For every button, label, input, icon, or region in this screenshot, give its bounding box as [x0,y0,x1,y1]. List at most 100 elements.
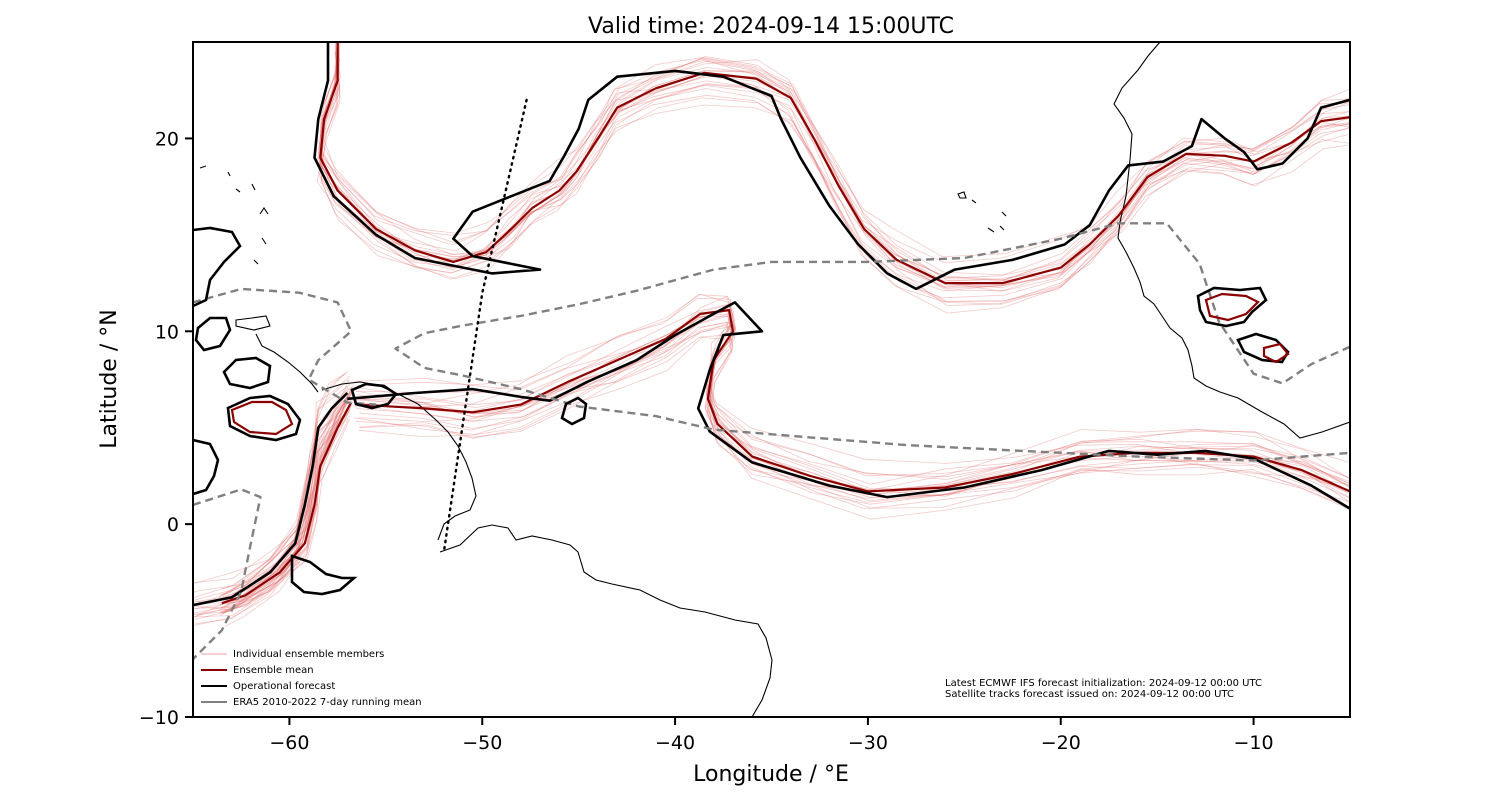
ensemble-member-line [318,42,1350,258]
ensemble-member-line [319,64,1350,292]
note-init: Latest ECMWF IFS forecast initialization… [945,678,1262,689]
ensemble-member-line [220,392,353,609]
ensemble-member-line [358,305,1348,520]
ensemble-member-line [358,304,1350,499]
ensemble-member-line [316,62,1349,305]
ensemble-member-line [316,46,1350,302]
x-tick-label: −40 [655,732,695,754]
ensemble-member-line [193,411,349,611]
contour-layer [193,42,1350,660]
x-tick-label: −20 [1041,732,1081,754]
ensemble-member-line [219,403,351,613]
ensemble-member-line [354,293,1350,496]
ensemble-member-line [354,294,1350,491]
x-tick-label: −10 [1234,732,1274,754]
y-axis-title: Latitude / °N [97,309,122,448]
y-tick-label: 20 [155,128,179,150]
legend-label-operational: Operational forecast [233,681,335,692]
ensemble-member-line [354,295,1350,509]
mean-closed-contour-guinea-2 [1262,342,1290,364]
ensemble-member-line [222,403,353,615]
ensemble-member-line [318,51,1350,303]
op-closed-contour-guyana [350,382,398,410]
ensemble-member-line [320,42,1350,281]
ensemble-member-line [321,46,1350,276]
ensemble-member-line [355,322,1350,503]
ensemble-member-line [193,375,351,601]
ensemble-member-line [219,391,352,596]
coastline-caribbean-islands [199,165,319,393]
ensemble-member-line [317,55,1350,307]
ensemble-member-line [193,379,350,603]
ensemble-member-line [355,337,1350,503]
plot-title: Valid time: 2024-09-14 15:00UTC [588,14,954,39]
x-tick-label: −50 [462,732,502,754]
ensemble-member-line [318,70,1350,288]
mean-contour-mean-north [319,42,1350,285]
climatology-contour-clim [394,222,1350,462]
ensemble-member-line [220,384,354,608]
x-tick-label: −30 [848,732,888,754]
ensemble-member-line [320,56,1349,299]
y-tick-label: 10 [155,321,179,343]
ensemble-member-line [221,379,350,596]
operational-contour-op-south [347,301,1350,510]
ensemble-member-line [321,42,1349,286]
plot-area [193,42,1350,717]
ensemble-member-line [220,390,354,601]
op-closed-contour-west-lower [193,438,220,496]
ensemble-member-line [356,297,1349,493]
ensemble-member-line [356,313,1350,490]
operational-contour-op-west [193,392,349,607]
ensemble-member-line [193,371,349,592]
ensemble-member-line [224,392,349,612]
legend-label-members: Individual ensemble members [233,649,384,660]
ensemble-member-line [359,304,1349,508]
ensemble-member-line [356,315,1350,486]
legend-label-mean: Ensemble mean [233,665,314,676]
op-closed-contour-atlantic-islet [560,396,588,426]
ensemble-member-line [357,324,1350,499]
ensemble-member-line [318,49,1350,264]
x-axis-title: Longitude / °E [693,762,849,787]
ensemble-member-line [321,42,1350,279]
satellite-track-layer [442,98,528,555]
coastline-south-america [439,524,773,717]
ensemble-member-line [356,308,1350,497]
ensemble-member-line [220,418,349,614]
ensemble-member-line [224,407,351,628]
mean-closed-contour-guinea-1 [1204,292,1260,322]
ensemble-member-line [193,392,348,585]
ensemble-member-line [359,303,1350,503]
ensemble-member-line [321,58,1350,314]
ensemble-member-line [194,384,351,620]
note-satellite: Satellite tracks forecast issued on: 202… [945,689,1234,700]
ensemble-member-line [359,325,1350,492]
ensemble-member-line [356,313,1348,510]
ensemble-member-line [193,410,349,626]
x-tick-label: −60 [269,732,309,754]
op-closed-contour-guinea-1 [1196,286,1268,328]
y-tick-label: 0 [167,514,179,536]
ensemble-member-line [195,398,350,606]
climatology-contour-clim-west [193,488,262,660]
legend-label-climatology: ERA5 2010-2022 7-day running mean [233,697,422,708]
ensemble-member-line [321,42,1350,292]
op-closed-contour-sw [290,554,358,596]
ensemble-member-line [193,399,345,584]
ensemble-member-line [219,418,350,613]
ensemble-members-layer [193,42,1350,628]
mean-closed-contour-caribbean [230,400,294,436]
ensemble-member-line [357,321,1350,510]
ensemble-member-line [354,315,1350,491]
ensemble-member-line [193,409,349,618]
op-closed-contour-caribbean-3 [194,316,232,352]
legend: Individual ensemble members Ensemble mea… [201,649,422,708]
op-closed-contour-caribbean-2 [222,356,272,390]
ensemble-member-line [221,395,351,590]
ensemble-member-line [221,386,352,596]
op-closed-contour-west-edge [193,226,242,308]
coastline-cape-verde [957,191,1007,233]
op-closed-contour-caribbean-1 [226,394,302,442]
satellite-track [442,98,528,555]
